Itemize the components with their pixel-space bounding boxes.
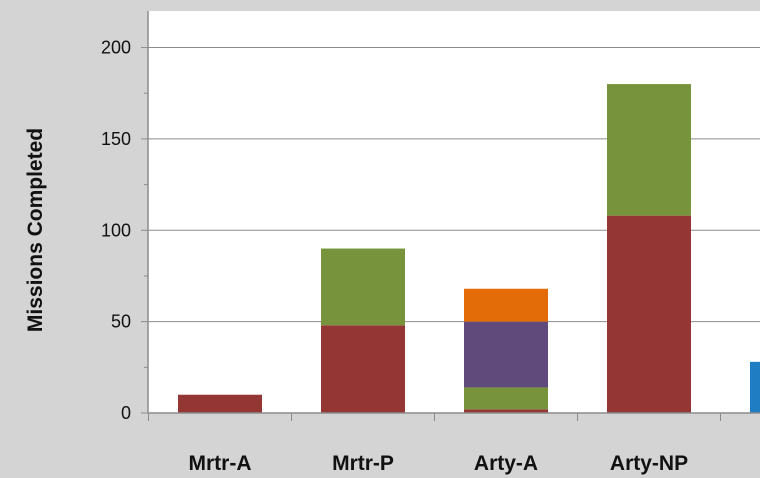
y-tick-label-50: 50: [111, 312, 131, 332]
bar-arty-np-segment-1: [607, 84, 691, 216]
x-category-label-arty-np: Arty-NP: [610, 452, 688, 475]
y-tick-label-0: 0: [121, 403, 131, 423]
y-tick-labels: 0 50 100 150 200: [101, 38, 131, 423]
x-category-label-mrtr-p: Mrtr-P: [332, 452, 394, 475]
bar-a-segment-4: [750, 361, 760, 413]
x-category-label-arty-a: Arty-A: [474, 452, 538, 475]
bar-mrtr-p-segment-1: [321, 248, 405, 326]
bar-arty-a-segment-0: [464, 409, 548, 413]
bars: [178, 84, 760, 413]
y-tick-label-200: 200: [101, 38, 131, 58]
y-tick-label-150: 150: [101, 129, 131, 149]
axes: [141, 11, 760, 421]
bar-arty-a-segment-1: [464, 387, 548, 410]
bar-arty-np-segment-0: [607, 215, 691, 413]
y-tick-label-100: 100: [101, 220, 131, 240]
bar-arty-a-segment-2: [464, 321, 548, 388]
x-category-label-mrtr-a: Mrtr-A: [189, 452, 252, 475]
y-axis-title: Missions Completed: [24, 128, 47, 332]
bar-arty-a-segment-3: [464, 288, 548, 322]
bar-mrtr-a-segment-0: [178, 394, 262, 413]
bar-mrtr-p-segment-0: [321, 325, 405, 413]
